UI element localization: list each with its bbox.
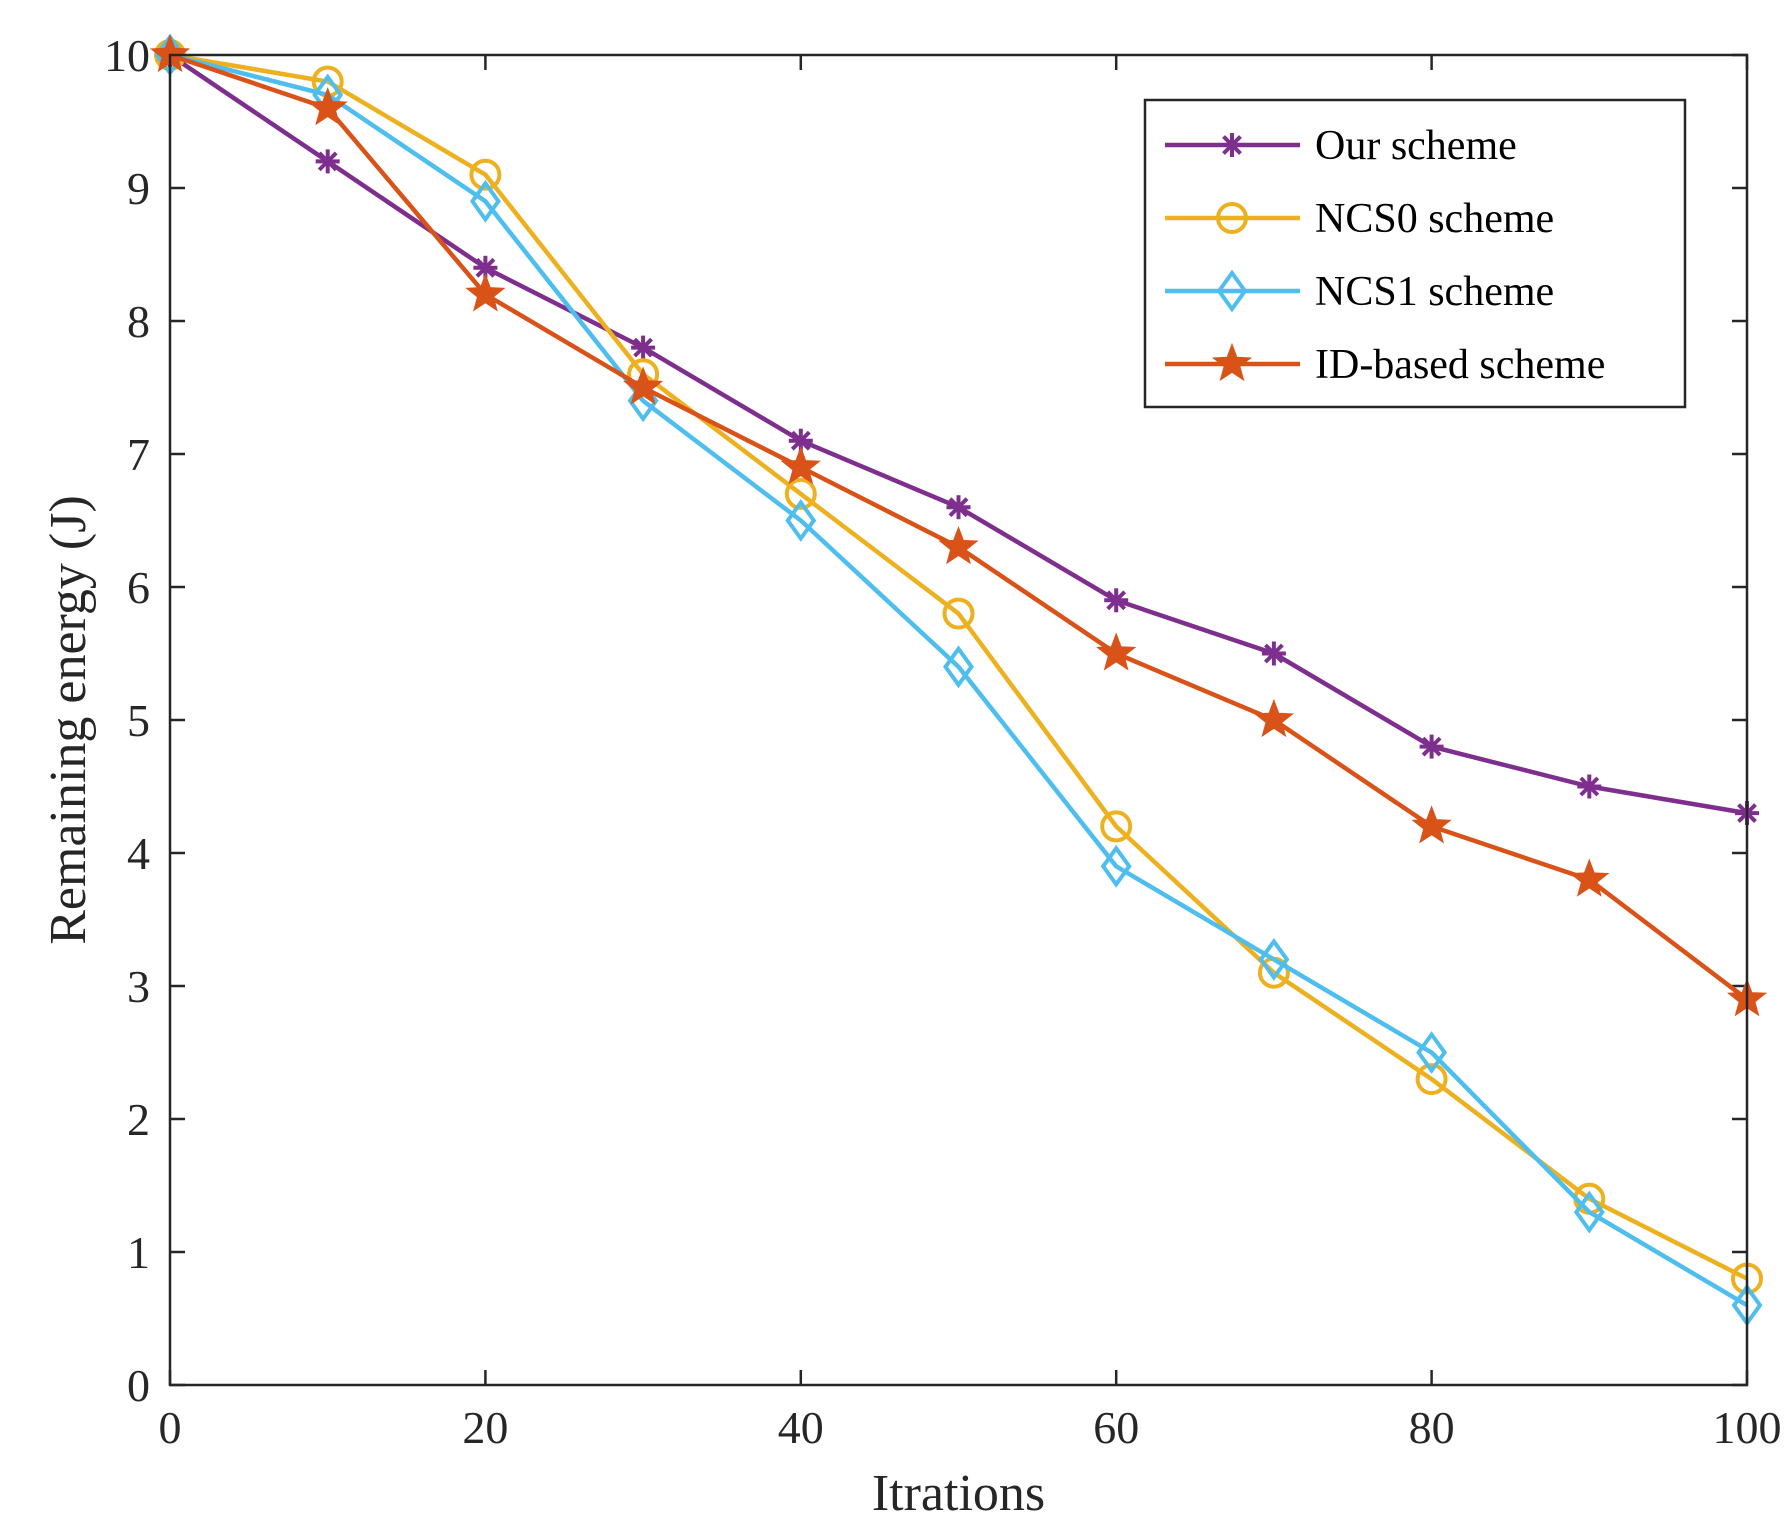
data-point <box>473 255 498 280</box>
legend-label: NCS0 scheme <box>1315 196 1554 242</box>
series-layer <box>149 33 1768 1327</box>
data-point <box>946 495 971 520</box>
x-tick-label: 80 <box>1409 1402 1455 1453</box>
data-point <box>943 645 974 689</box>
data-point <box>1411 805 1452 844</box>
y-tick-label: 10 <box>104 30 150 81</box>
tick-labels: 0 20 40 60 80 100 0 1 2 3 4 5 6 7 8 9 10 <box>104 30 1782 1453</box>
y-tick-label: 7 <box>127 429 150 480</box>
data-point <box>1577 774 1602 799</box>
y-tick-label: 5 <box>127 695 150 746</box>
series-line <box>169 52 1749 1308</box>
x-axis-title: Itrations <box>872 1465 1045 1522</box>
y-tick-label: 0 <box>127 1360 150 1411</box>
x-tick-label: 20 <box>462 1402 508 1453</box>
data-point <box>1419 734 1444 759</box>
data-point <box>631 335 656 360</box>
data-point <box>465 273 506 312</box>
data-point <box>622 366 664 405</box>
data-point <box>1261 641 1286 666</box>
series-id-based-scheme <box>149 33 1768 1017</box>
legend-label: ID-based scheme <box>1315 342 1605 388</box>
data-point <box>1573 1190 1605 1234</box>
x-tick-label: 60 <box>1093 1402 1139 1453</box>
data-point <box>315 149 340 174</box>
data-point <box>780 446 821 485</box>
legend: Our scheme NCS0 scheme NCS1 scheme ID-based… <box>1143 98 1687 409</box>
legend-item: Our scheme <box>1165 123 1517 169</box>
legend-item: NCS1 scheme <box>1165 269 1554 315</box>
legend-label: Our scheme <box>1315 123 1517 169</box>
legend-item: ID-based scheme <box>1165 342 1605 388</box>
data-point <box>307 87 348 126</box>
y-tick-label: 9 <box>127 163 150 214</box>
y-axis-title: Remaining energy (J) <box>40 495 97 945</box>
data-point <box>469 158 502 191</box>
data-point <box>1258 937 1290 981</box>
data-point <box>942 597 975 630</box>
data-point <box>1100 810 1133 843</box>
y-tick-label: 1 <box>127 1227 150 1278</box>
x-tick-label: 0 <box>159 1402 182 1453</box>
data-point <box>1415 1063 1448 1096</box>
legend-marker <box>1216 269 1248 313</box>
legend-marker <box>1216 202 1248 234</box>
data-point <box>1569 858 1610 897</box>
series-line <box>169 52 1749 1281</box>
x-tick-label: 40 <box>778 1402 824 1453</box>
legend-item: NCS0 scheme <box>1165 196 1554 242</box>
legend-marker <box>1220 133 1244 157</box>
x-tick-label: 100 <box>1713 1402 1782 1453</box>
y-tick-label: 4 <box>127 828 150 879</box>
data-point <box>469 179 501 223</box>
y-tick-label: 8 <box>127 296 150 347</box>
y-tick-label: 2 <box>127 1094 150 1145</box>
series-ncs1-scheme <box>154 33 1763 1327</box>
data-point <box>1104 588 1129 613</box>
data-point <box>1253 698 1295 738</box>
data-point <box>1096 632 1137 671</box>
data-point <box>1416 1031 1448 1074</box>
axes-box <box>168 53 1749 1387</box>
y-tick-label: 3 <box>127 961 150 1012</box>
data-point <box>938 525 979 565</box>
data-point <box>1100 844 1132 888</box>
data-point <box>784 477 817 510</box>
y-tick-label: 6 <box>127 562 150 613</box>
data-point <box>785 499 817 542</box>
legend-marker <box>1211 342 1253 382</box>
legend-label: NCS1 scheme <box>1315 269 1554 315</box>
